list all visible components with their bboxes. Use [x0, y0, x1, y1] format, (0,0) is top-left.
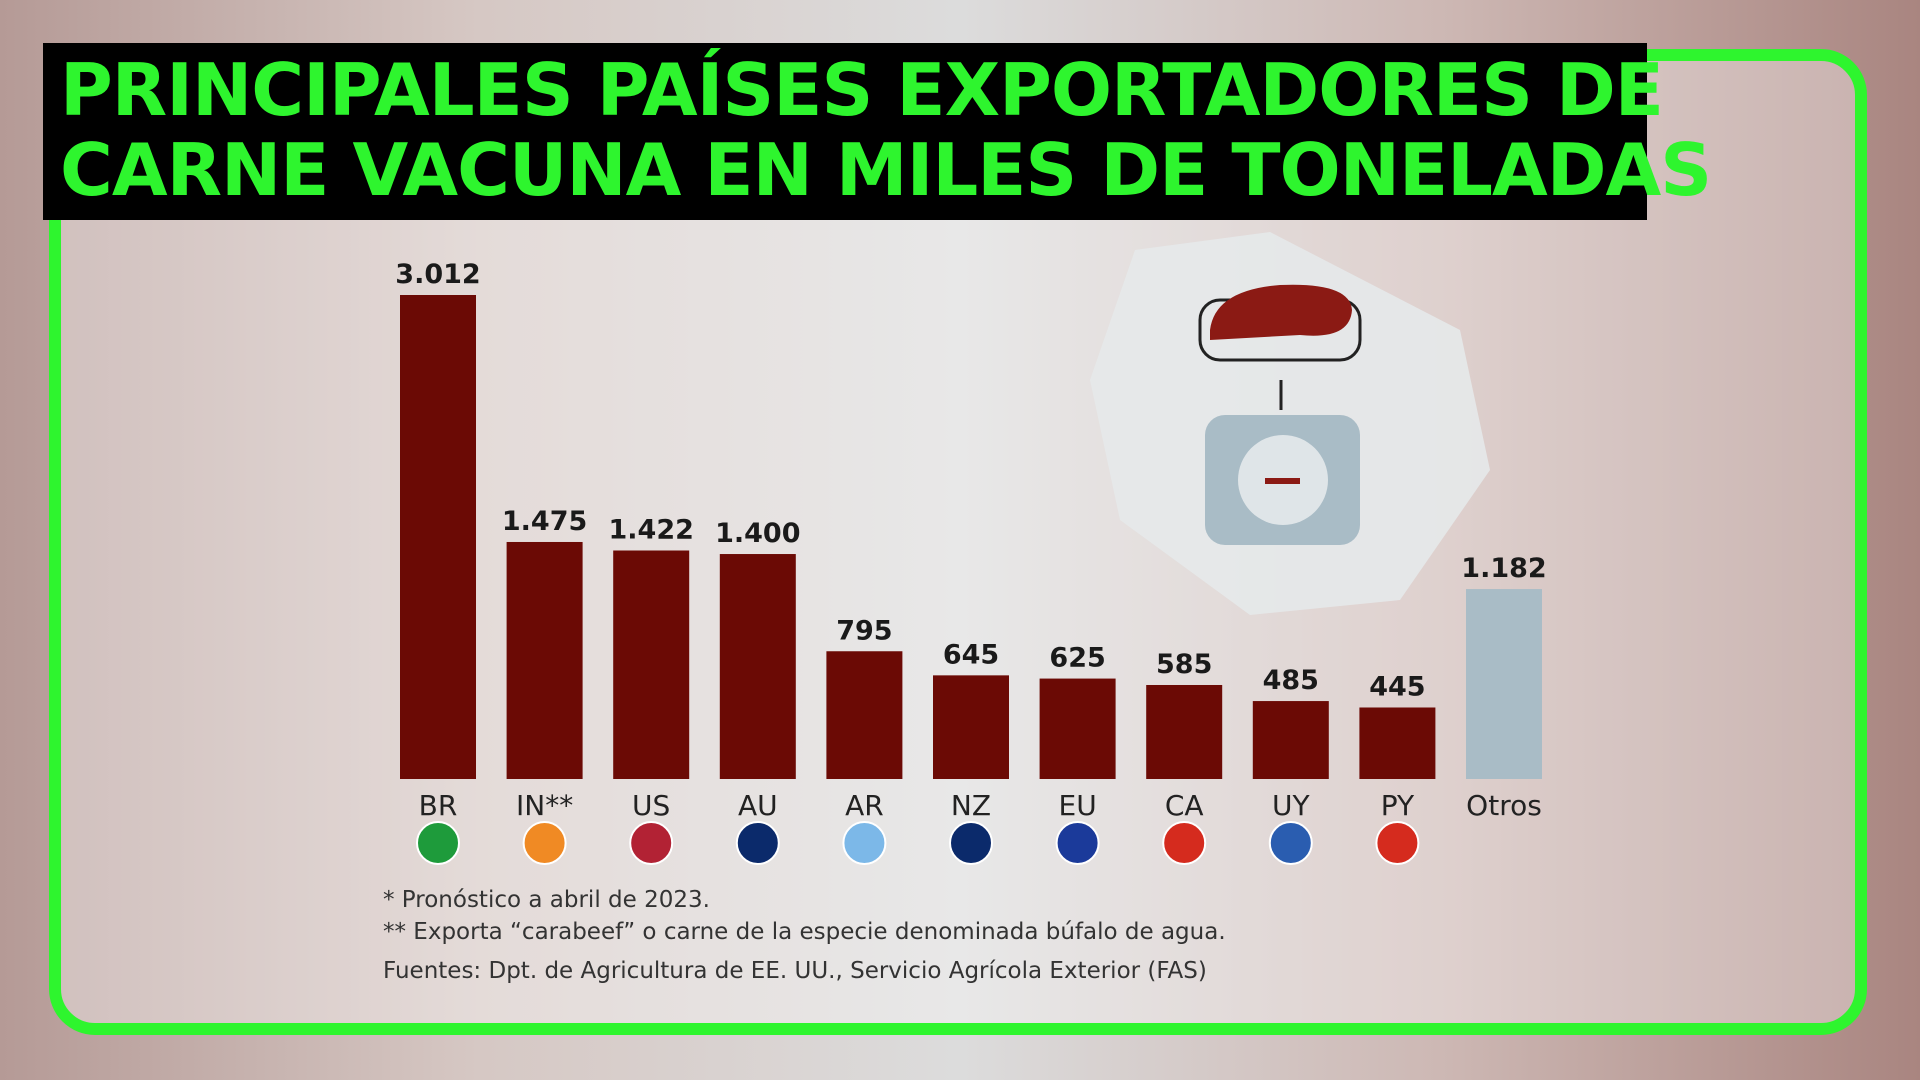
flag: [1162, 821, 1207, 865]
x-tick-label: AU: [738, 789, 778, 822]
icon-steak: [1210, 284, 1352, 340]
bar: [1252, 701, 1329, 779]
value-label: 1.422: [608, 514, 693, 545]
x-tick-label: NZ: [951, 789, 991, 822]
value-label: 3.012: [395, 259, 480, 290]
bar: [1466, 589, 1542, 779]
flag: [735, 821, 780, 865]
value-label: 795: [836, 615, 892, 646]
flag: [842, 821, 887, 865]
x-tick-label: PY: [1381, 789, 1415, 822]
value-label: 445: [1369, 671, 1425, 702]
x-tick-label: US: [632, 789, 670, 822]
bar: [506, 541, 583, 779]
bar: [933, 675, 1009, 779]
value-label: 1.400: [715, 518, 800, 549]
x-tick-label: AR: [845, 789, 884, 822]
x-tick-label: Otros: [1466, 789, 1542, 822]
x-tick-label: BR: [419, 789, 458, 822]
bar: [1146, 684, 1223, 779]
flag: [1268, 821, 1313, 865]
value-label: 1.475: [502, 506, 587, 537]
title-background: [43, 43, 1647, 220]
flag: [522, 821, 567, 865]
value-label: 625: [1049, 643, 1105, 674]
footnote: * Pronóstico a abril de 2023.: [383, 887, 710, 913]
value-label: 1.182: [1461, 553, 1546, 584]
flag: [949, 821, 993, 865]
flag: [416, 821, 460, 865]
footnote: ** Exporta “carabeef” o carne de la espe…: [383, 919, 1226, 945]
value-label: 485: [1263, 665, 1319, 696]
value-label: 645: [943, 639, 999, 670]
x-tick-label: UY: [1272, 789, 1310, 822]
flag: [629, 821, 674, 865]
x-tick-label: IN**: [516, 789, 573, 822]
scale-icon: [1090, 232, 1490, 615]
bar: [826, 651, 903, 779]
chart-title: PRINCIPALES PAÍSES EXPORTADORES DE: [60, 48, 1663, 132]
x-tick-label: EU: [1059, 789, 1097, 822]
flag: [1055, 821, 1100, 865]
footnote: Fuentes: Dpt. de Agricultura de EE. UU.,…: [383, 958, 1207, 984]
bar: [719, 554, 796, 779]
flag: [1375, 821, 1420, 865]
chart-title: CARNE VACUNA EN MILES DE TONELADAS: [60, 128, 1711, 212]
value-label: 585: [1156, 649, 1212, 680]
x-tick-label: CA: [1165, 789, 1204, 822]
bar: [1359, 707, 1436, 779]
bar: [400, 295, 476, 779]
bar: [1039, 678, 1116, 779]
bar: [613, 550, 690, 779]
